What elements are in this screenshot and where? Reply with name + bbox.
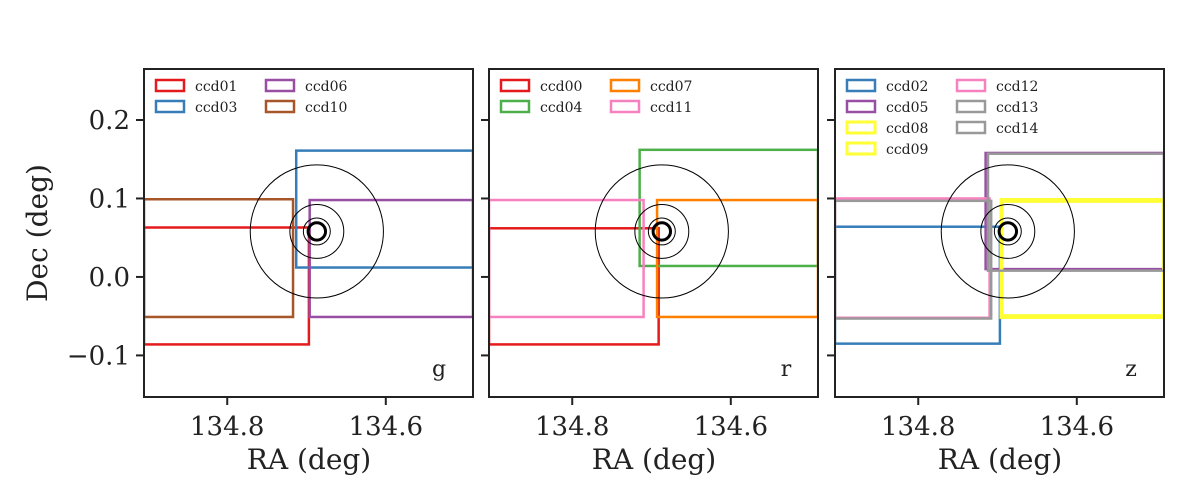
plot-area: 134.8 134.6 ccd00 ccd04 ccd07 ccd11 <box>481 68 819 442</box>
y-axis-title: Dec (deg) <box>21 164 54 302</box>
axes-frame <box>143 68 474 398</box>
legend-swatch-ccd14 <box>955 120 987 135</box>
x-axis-title: RA (deg) <box>592 443 716 476</box>
legend-label-ccd08: ccd08 <box>886 121 928 137</box>
legend-swatch-ccd13 <box>955 99 987 114</box>
legend-swatch-ccd07 <box>609 78 641 93</box>
legend-swatch-ccd09 <box>845 141 877 156</box>
band-label: z <box>1125 357 1137 382</box>
x-axis-title: RA (deg) <box>247 443 371 476</box>
plot-content <box>835 151 1164 345</box>
legend-swatch-ccd11 <box>609 99 641 114</box>
legend-swatch-ccd06 <box>264 78 296 93</box>
ccd-footprint-ccd03 <box>294 149 473 269</box>
legend-swatch-ccd12 <box>955 78 987 93</box>
aperture-circle <box>647 217 676 246</box>
aperture-circle <box>302 217 331 246</box>
legend-label-ccd00: ccd00 <box>540 79 582 95</box>
y-tick-label: −0.1 <box>67 341 130 371</box>
legend-label-ccd10: ccd10 <box>305 100 347 116</box>
legend-swatch-ccd03 <box>154 99 186 114</box>
ccd-footprint-ccd08 <box>999 198 1164 319</box>
x-tick-label: 134.6 <box>349 412 423 442</box>
aperture-circle <box>249 164 384 299</box>
aperture-circle <box>993 217 1022 246</box>
legend-swatch-ccd08 <box>845 120 877 135</box>
legend-label-ccd07: ccd07 <box>650 79 692 95</box>
band-label: r <box>781 357 792 382</box>
ccd-footprint-ccd09 <box>999 198 1164 319</box>
aperture-circle <box>980 203 1036 259</box>
plot-area: 134.8 134.6 ccd02 ccd05 ccd08 ccd09 ccd12 ccd13… <box>827 68 1165 442</box>
aperture-circle <box>289 203 345 259</box>
panel-z: 134.8 134.6 ccd02 ccd05 ccd08 ccd09 ccd12 ccd13… <box>827 68 1165 476</box>
x-tick-label: 134.8 <box>190 412 264 442</box>
ccd-footprint-ccd10 <box>144 198 295 319</box>
aperture-circle <box>651 221 673 242</box>
axes-frame <box>834 68 1165 398</box>
aperture-circle <box>594 164 729 299</box>
legend-swatch-ccd00 <box>499 78 531 93</box>
legend-label-ccd02: ccd02 <box>886 79 928 95</box>
legend-label-ccd01: ccd01 <box>195 79 237 95</box>
panel-g: 134.8 134.6 0.2 0.1 0.0 −0.1 ccd01 ccd03 ccd06 cc… <box>67 68 474 476</box>
legend-label-ccd13: ccd13 <box>996 100 1038 116</box>
ccd-footprint-ccd11 <box>489 198 645 319</box>
legend-label-ccd06: ccd06 <box>305 79 348 95</box>
x-tick-label: 134.6 <box>694 412 768 442</box>
y-tick-label: 0.0 <box>89 263 130 293</box>
legend-label-ccd11: ccd11 <box>650 100 692 116</box>
plot-content <box>489 148 818 346</box>
aperture-circle <box>940 164 1075 299</box>
legend-label-ccd14: ccd14 <box>996 121 1039 137</box>
ccd-footprint-ccd02 <box>835 225 1002 345</box>
ccd-footprint-ccd01 <box>144 226 311 346</box>
ccd-footprint-ccd00 <box>489 227 660 346</box>
legend-label-ccd05: ccd05 <box>886 100 928 116</box>
legend-label-ccd12: ccd12 <box>996 79 1038 95</box>
ccd-footprint-ccd05 <box>984 151 1164 271</box>
x-axis-title: RA (deg) <box>938 443 1062 476</box>
legend-label-ccd03: ccd03 <box>195 100 237 116</box>
ccd-footprint-ccd06 <box>308 198 473 319</box>
aperture-circle <box>634 203 690 259</box>
legend-swatch-ccd05 <box>845 99 877 114</box>
plot-area: 134.8 134.6 0.2 0.1 0.0 −0.1 ccd01 ccd03 ccd06 cc… <box>67 68 474 442</box>
legend-label-ccd04: ccd04 <box>540 100 583 116</box>
legend-label-ccd09: ccd09 <box>886 142 928 158</box>
band-label: g <box>432 357 446 382</box>
aperture-circle <box>306 221 328 242</box>
ccd-footprint-ccd12 <box>835 197 991 319</box>
plot-content <box>144 149 473 346</box>
x-tick-label: 134.8 <box>535 412 609 442</box>
ccd-footprint-ccd07 <box>655 198 818 319</box>
legend-swatch-ccd10 <box>264 99 296 114</box>
legend-swatch-ccd04 <box>499 99 531 114</box>
y-tick-label: 0.2 <box>89 106 130 136</box>
x-tick-label: 134.6 <box>1040 412 1114 442</box>
legend-swatch-ccd02 <box>845 78 877 93</box>
legend-swatch-ccd01 <box>154 78 186 93</box>
ccd-footprint-ccd14 <box>835 199 993 320</box>
x-tick-label: 134.8 <box>881 412 955 442</box>
aperture-circle <box>997 221 1019 242</box>
y-tick-label: 0.1 <box>89 184 130 214</box>
ccd-footprint-ccd04 <box>638 148 818 268</box>
axes-frame <box>488 68 819 398</box>
ccd-footprint-ccd13 <box>986 152 1164 272</box>
